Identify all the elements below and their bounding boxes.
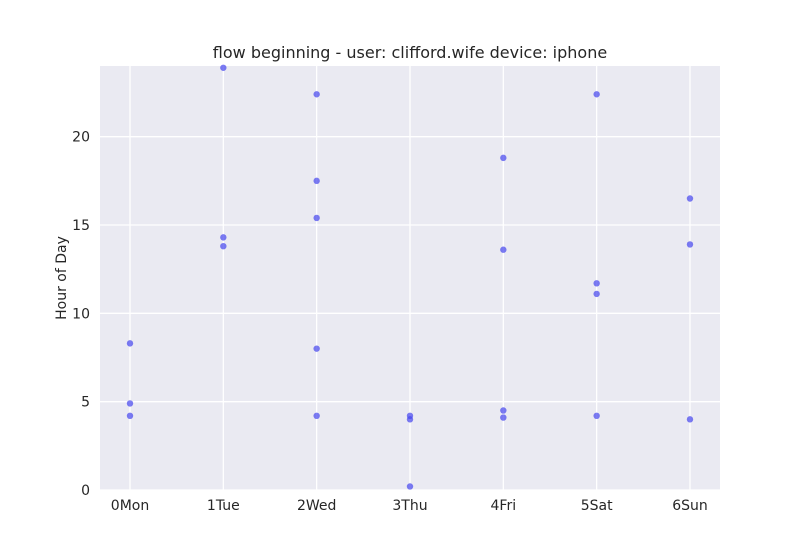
y-tick-label: 0 bbox=[81, 483, 90, 499]
y-tick-label: 15 bbox=[72, 218, 90, 234]
y-axis-label: Hour of Day bbox=[54, 236, 70, 320]
x-tick-label: 1Tue bbox=[207, 498, 240, 514]
data-point bbox=[313, 412, 320, 419]
x-tick-labels: 0Mon 1Tue 2Wed 3Thu 4Fri 5Sat 6Sun bbox=[111, 498, 708, 514]
y-tick-labels: 0 5 10 15 20 bbox=[72, 130, 90, 499]
data-point bbox=[500, 407, 507, 414]
data-point bbox=[406, 483, 414, 490]
data-point bbox=[313, 345, 320, 352]
data-point bbox=[500, 414, 507, 421]
data-point bbox=[220, 234, 227, 241]
data-point bbox=[593, 412, 600, 419]
data-point bbox=[500, 246, 507, 253]
data-point bbox=[686, 195, 694, 202]
y-tick-label: 10 bbox=[72, 306, 90, 322]
y-tick-label: 20 bbox=[72, 130, 90, 146]
y-tick-label: 5 bbox=[81, 395, 90, 411]
data-point bbox=[686, 416, 694, 423]
data-point bbox=[126, 400, 134, 407]
data-point bbox=[220, 243, 227, 250]
data-point bbox=[126, 340, 134, 347]
x-tick-label: 4Fri bbox=[491, 498, 517, 514]
x-tick-label: 3Thu bbox=[392, 498, 427, 514]
chart-title: flow beginning - user: clifford.wife dev… bbox=[213, 43, 607, 62]
data-point bbox=[593, 91, 600, 98]
data-point bbox=[313, 177, 320, 185]
data-point bbox=[220, 64, 227, 71]
x-tick-label: 0Mon bbox=[111, 498, 149, 514]
data-point bbox=[313, 214, 320, 222]
data-points bbox=[126, 64, 694, 490]
data-point bbox=[686, 241, 694, 248]
data-point bbox=[593, 290, 600, 298]
x-tick-label: 5Sat bbox=[581, 498, 613, 514]
data-point bbox=[406, 416, 414, 423]
x-tick-label: 6Sun bbox=[672, 498, 708, 514]
data-point bbox=[500, 154, 507, 162]
data-point bbox=[313, 91, 320, 98]
data-point bbox=[593, 280, 600, 287]
data-point bbox=[126, 412, 134, 419]
x-tick-label: 2Wed bbox=[297, 498, 336, 514]
